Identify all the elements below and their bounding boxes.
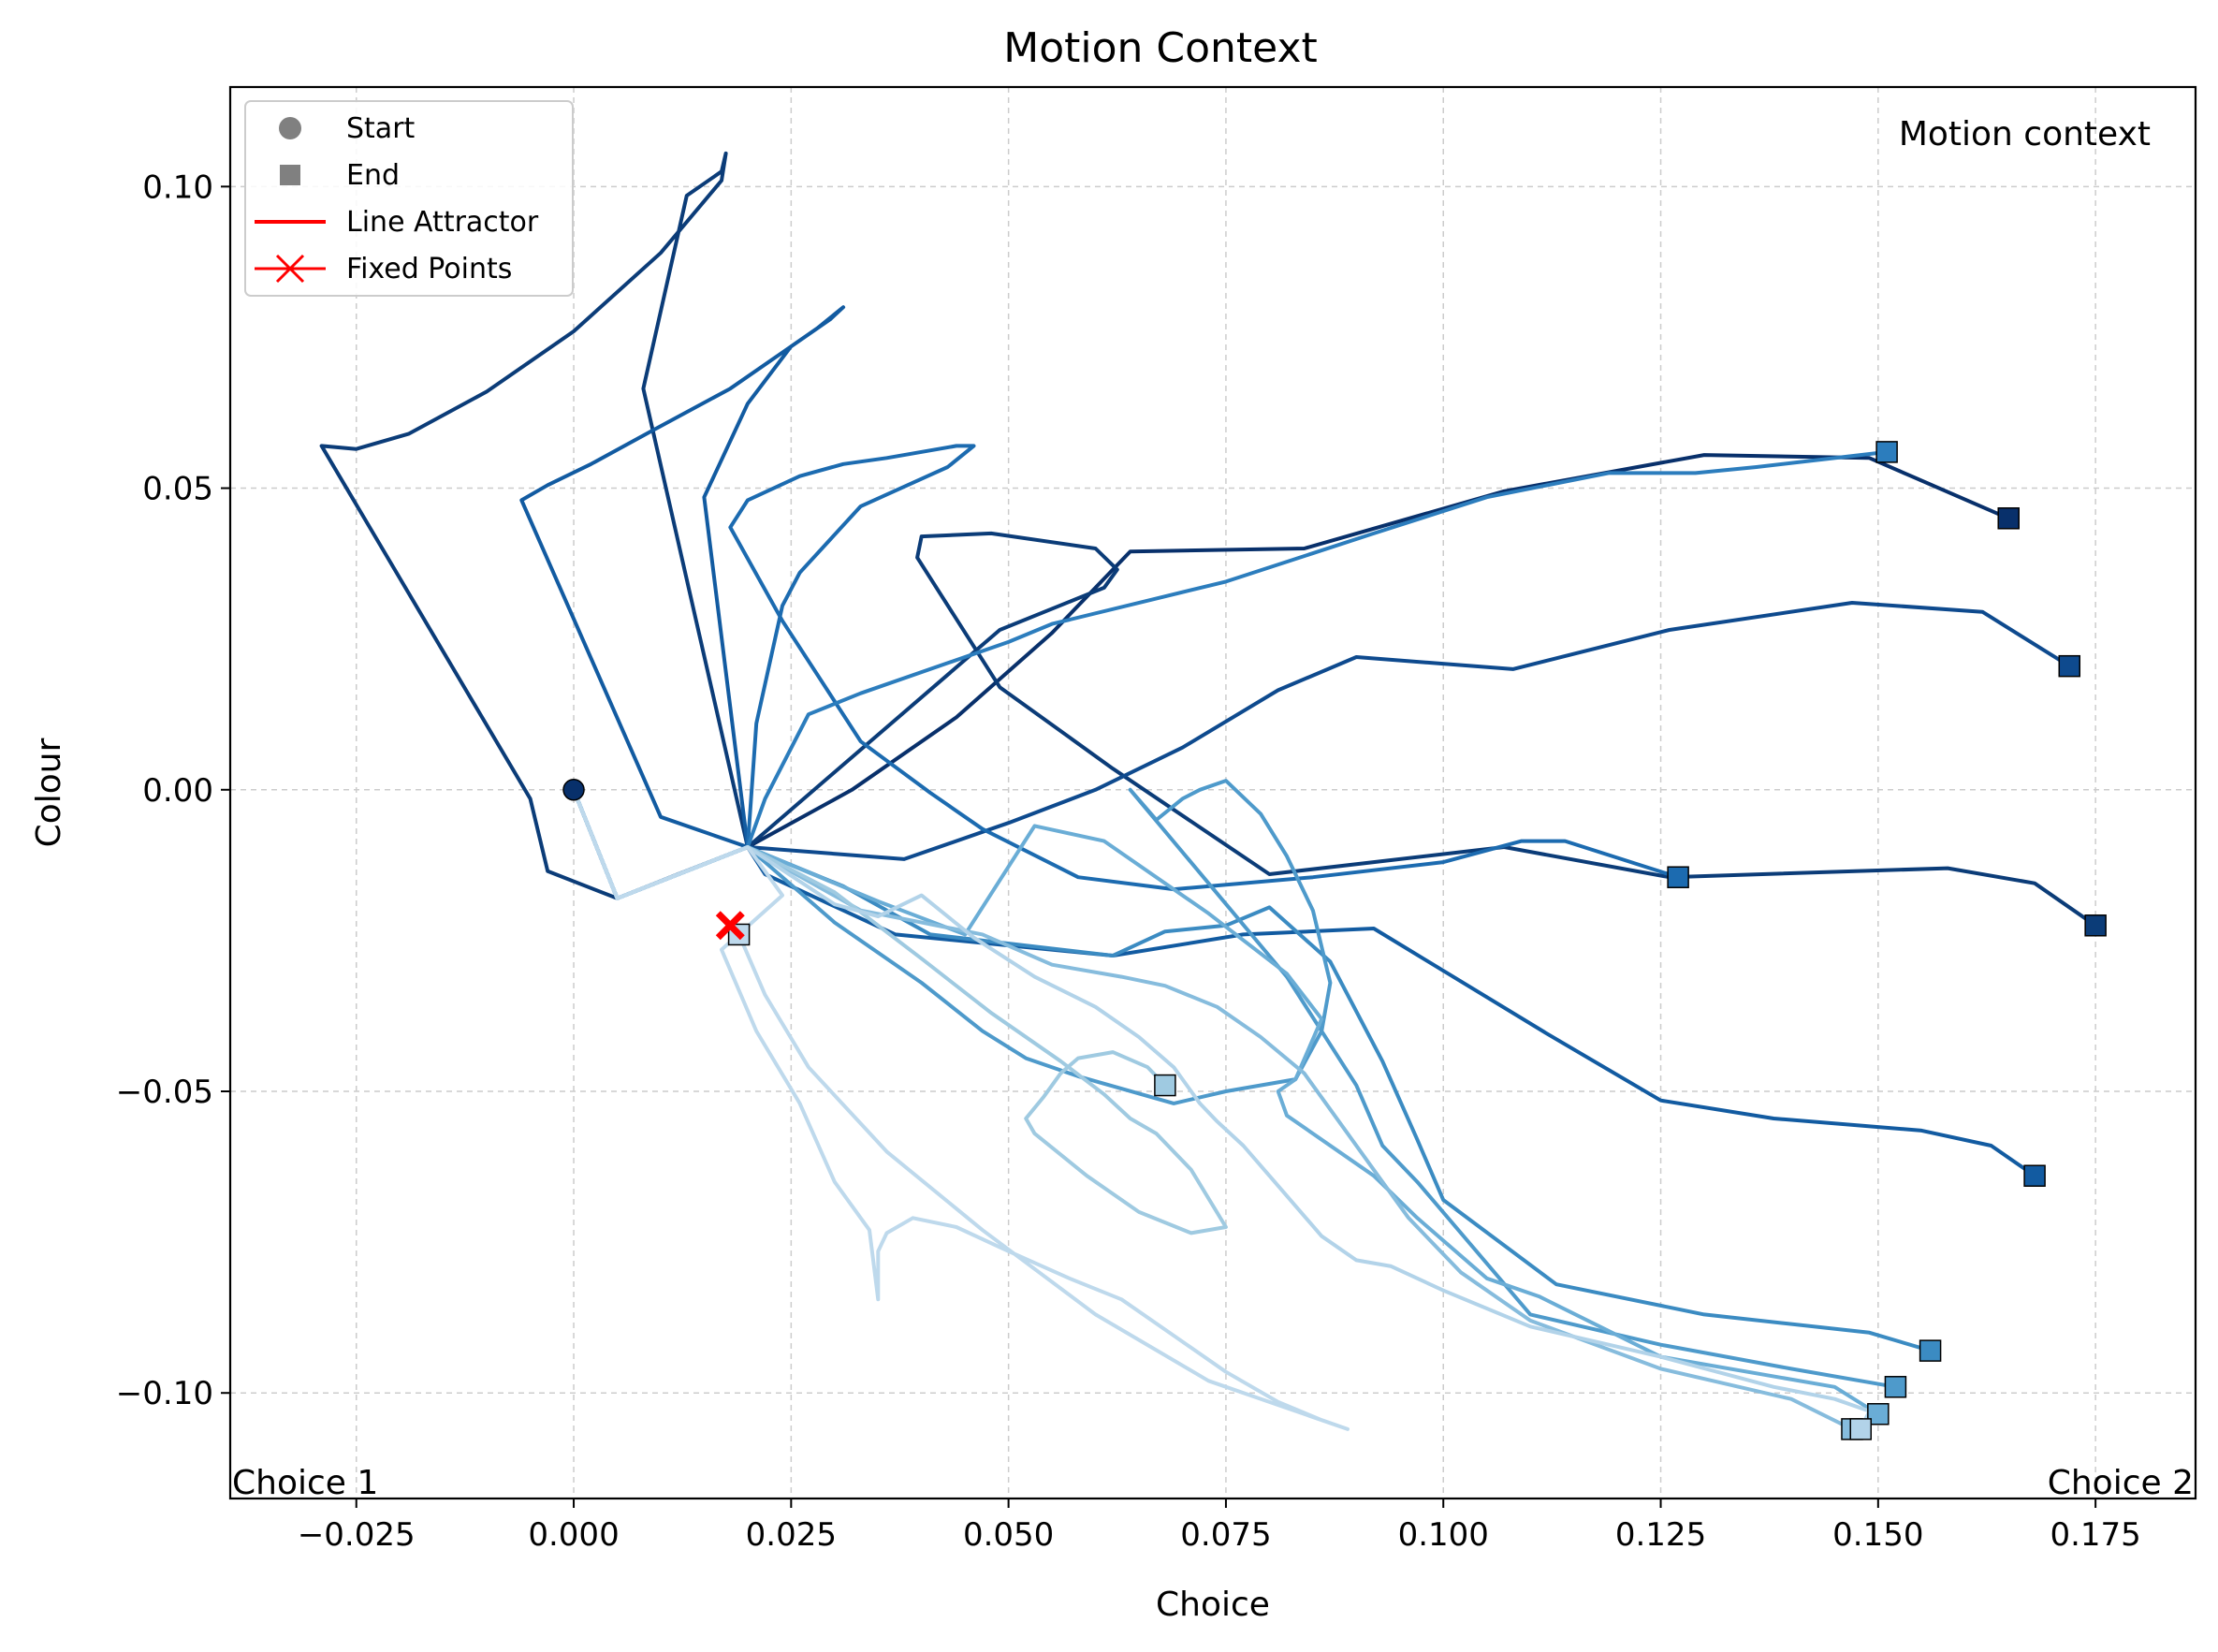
x-tick-label: −0.025 bbox=[298, 1516, 416, 1554]
context-annotation: Motion context bbox=[1899, 115, 2151, 154]
trajectory-line-9 bbox=[572, 787, 1880, 1416]
x-tick-label: 0.175 bbox=[2050, 1516, 2140, 1554]
legend-line-attractor-label: Line Attractor bbox=[346, 206, 539, 239]
y-tick-label: 0.10 bbox=[142, 168, 213, 206]
legend-start-marker bbox=[279, 117, 301, 139]
choice-1-annotation: Choice 1 bbox=[232, 1464, 378, 1502]
grid bbox=[230, 87, 2196, 1498]
trajectory-line-6 bbox=[572, 449, 1890, 900]
trajectory-line-4 bbox=[519, 305, 2037, 1178]
trajectory-line-3 bbox=[572, 601, 2072, 900]
x-tick-label: 0.025 bbox=[746, 1516, 837, 1554]
plot-frame bbox=[228, 85, 2197, 1500]
ticks: −0.025 0.000 0.025 0.050 0.075 0.100 0.125 0.15… bbox=[116, 168, 2141, 1554]
trajectory-line-13 bbox=[572, 787, 1350, 1431]
legend-box bbox=[244, 100, 574, 297]
y-tick-label: −0.05 bbox=[116, 1074, 213, 1111]
end-marker-9 bbox=[1867, 1403, 1890, 1425]
y-tick-label: 0.00 bbox=[142, 772, 213, 810]
legend: Start End Line Attractor Fixed Points bbox=[244, 100, 574, 297]
legend-end-marker bbox=[280, 165, 300, 185]
x-axis-label: Choice bbox=[1156, 1586, 1270, 1624]
end-marker-6 bbox=[1875, 441, 1898, 463]
end-marker-11 bbox=[1154, 1074, 1176, 1097]
legend-fixed-points-marker bbox=[275, 254, 305, 284]
trajectory-line-11 bbox=[572, 787, 1228, 1235]
series-group bbox=[319, 151, 2098, 1431]
legend-end-label: End bbox=[346, 159, 400, 192]
end-marker-12 bbox=[1849, 1418, 1873, 1440]
y-tick-label: −0.10 bbox=[116, 1375, 213, 1412]
x-tick-label: 0.000 bbox=[528, 1516, 619, 1554]
trajectory-line-12 bbox=[572, 787, 1872, 1431]
end-marker-3 bbox=[2058, 654, 2081, 678]
x-tick-label: 0.050 bbox=[963, 1516, 1054, 1554]
x-tick-label: 0.100 bbox=[1398, 1516, 1489, 1554]
x-tick-label: 0.125 bbox=[1615, 1516, 1706, 1554]
trajectory-line-8 bbox=[572, 779, 1898, 1389]
fixed-point-marker bbox=[715, 911, 745, 941]
legend-start-label: Start bbox=[346, 112, 416, 145]
x-tick-label: 0.150 bbox=[1832, 1516, 1923, 1554]
choice-2-annotation: Choice 2 bbox=[2048, 1464, 2194, 1502]
end-marker-7 bbox=[1919, 1339, 1942, 1362]
chart-title: Motion Context bbox=[1003, 24, 1318, 72]
end-marker-2 bbox=[2084, 914, 2107, 937]
marker-group bbox=[562, 441, 2107, 1440]
end-marker-8 bbox=[1884, 1376, 1907, 1398]
end-marker-4 bbox=[2023, 1164, 2046, 1187]
trajectory-line-5 bbox=[572, 444, 1681, 900]
end-marker-5 bbox=[1667, 866, 1689, 888]
legend-fixed-points-label: Fixed Points bbox=[346, 253, 512, 285]
y-tick-label: 0.05 bbox=[142, 471, 213, 508]
y-axis-label: Colour bbox=[30, 738, 68, 847]
x-tick-label: 0.075 bbox=[1180, 1516, 1271, 1554]
end-marker-1 bbox=[1997, 507, 2020, 530]
start-marker bbox=[562, 779, 585, 801]
